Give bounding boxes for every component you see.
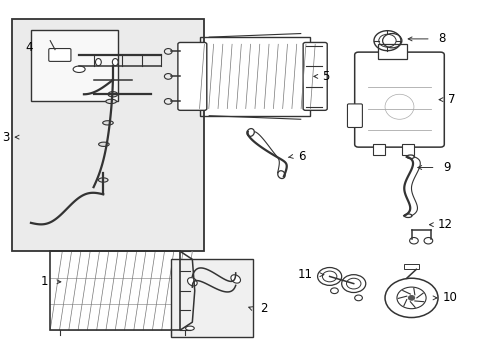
Bar [404, 264, 419, 269]
Bar [50, 251, 180, 330]
Ellipse shape [407, 155, 415, 158]
FancyBboxPatch shape [49, 49, 71, 62]
Bar [199, 37, 310, 116]
Ellipse shape [108, 91, 118, 97]
Text: 7: 7 [448, 93, 455, 106]
Ellipse shape [278, 171, 285, 179]
Ellipse shape [106, 99, 117, 104]
Text: 3: 3 [2, 131, 9, 144]
Ellipse shape [103, 121, 113, 125]
Ellipse shape [188, 278, 197, 286]
Ellipse shape [247, 129, 254, 136]
Ellipse shape [186, 326, 194, 330]
Ellipse shape [98, 142, 109, 147]
FancyBboxPatch shape [303, 42, 327, 111]
Text: 10: 10 [443, 291, 458, 305]
Bar [378, 44, 407, 59]
FancyBboxPatch shape [355, 52, 444, 147]
Ellipse shape [404, 214, 412, 217]
Ellipse shape [112, 59, 118, 66]
Ellipse shape [98, 178, 108, 182]
Ellipse shape [96, 59, 101, 66]
FancyBboxPatch shape [347, 104, 363, 127]
Ellipse shape [73, 66, 85, 72]
Bar [171, 258, 252, 337]
Text: 9: 9 [443, 161, 450, 174]
Text: 4: 4 [26, 41, 33, 54]
Bar [31, 30, 118, 102]
Bar [12, 19, 204, 251]
Circle shape [408, 296, 415, 300]
Bar [373, 144, 385, 155]
Text: 2: 2 [260, 302, 267, 315]
Text: 11: 11 [298, 268, 313, 281]
Text: 1: 1 [40, 275, 48, 288]
Text: 12: 12 [438, 218, 453, 231]
Ellipse shape [231, 275, 241, 283]
Text: 5: 5 [322, 70, 330, 83]
Bar [402, 144, 414, 155]
Text: 6: 6 [298, 150, 306, 163]
Text: 8: 8 [438, 32, 445, 45]
FancyBboxPatch shape [178, 42, 207, 111]
